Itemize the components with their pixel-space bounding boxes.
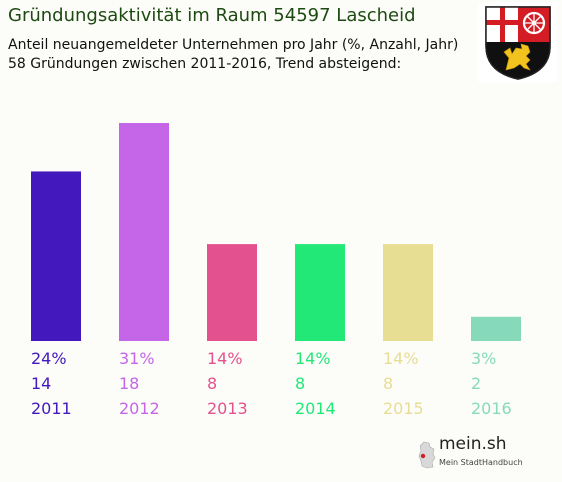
percent-label-2016: 3% — [471, 349, 496, 368]
chart-title: Gründungsaktivität im Raum 54597 Laschei… — [8, 5, 416, 26]
germany-map-icon — [418, 441, 436, 469]
percent-label-2013: 14% — [207, 349, 243, 368]
subtitle-line-1: Anteil neuangemeldeter Unternehmen pro J… — [8, 37, 459, 53]
chart-subtitle: Anteil neuangemeldeter Unternehmen pro J… — [8, 36, 458, 74]
count-label-2012: 18 — [119, 374, 139, 393]
bar-series — [31, 123, 521, 341]
bar-2013 — [207, 244, 257, 341]
count-label-2016: 2 — [471, 374, 481, 393]
rhineland-palatinate-coat-of-arms-icon — [478, 2, 558, 82]
percent-label-2014: 14% — [295, 349, 331, 368]
year-label-2011: 2011 — [31, 399, 72, 418]
percent-label-2012: 31% — [119, 349, 155, 368]
subtitle-line-2: 58 Gründungen zwischen 2011-2016, Trend … — [8, 56, 402, 72]
count-label-2015: 8 — [383, 374, 393, 393]
brand-tagline: Mein StadtHandbuch — [439, 458, 523, 467]
year-label-2016: 2016 — [471, 399, 512, 418]
year-label-2015: 2015 — [383, 399, 424, 418]
brand-logo[interactable]: mein.sh Mein StadtHandbuch — [418, 434, 528, 474]
percent-label-2011: 24% — [31, 349, 67, 368]
brand-name: mein.sh — [439, 434, 507, 454]
bar-2012 — [119, 123, 169, 341]
bar-2011 — [31, 171, 81, 341]
bar-2014 — [295, 244, 345, 341]
bar-2016 — [471, 316, 521, 341]
count-label-2011: 14 — [31, 374, 51, 393]
bar-labels: 24% 14 2011 31% 18 2012 14% 8 2013 14% 8 2014 14% 8 20… — [31, 349, 512, 418]
percent-label-2015: 14% — [383, 349, 419, 368]
year-label-2013: 2013 — [207, 399, 248, 418]
year-label-2014: 2014 — [295, 399, 336, 418]
bar-2015 — [383, 244, 433, 341]
count-label-2014: 8 — [295, 374, 305, 393]
year-label-2012: 2012 — [119, 399, 160, 418]
count-label-2013: 8 — [207, 374, 217, 393]
